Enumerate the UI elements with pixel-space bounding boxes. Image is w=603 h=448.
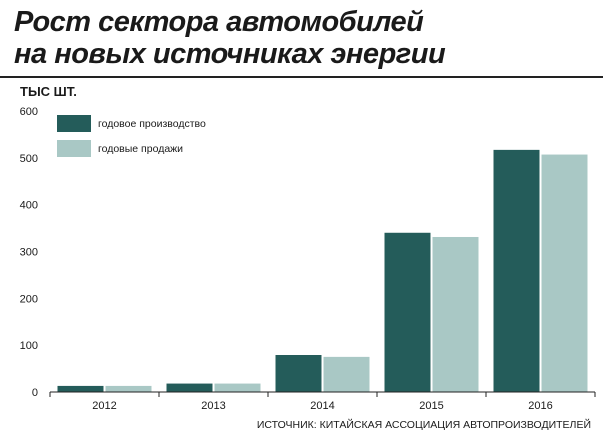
y-tick-label: 0 xyxy=(32,387,38,399)
x-tick-label: 2014 xyxy=(310,400,334,412)
x-tick-label: 2015 xyxy=(419,400,443,412)
source-note: ИСТОЧНИК: КИТАЙСКАЯ АССОЦИАЦИЯ АВТОПРОИЗ… xyxy=(256,419,591,431)
x-tick-label: 2013 xyxy=(201,400,225,412)
bar-production-2014 xyxy=(275,355,322,392)
bar-production-2012 xyxy=(57,385,104,392)
y-tick-label: 500 xyxy=(20,153,38,165)
y-axis: 0 100 200 300 400 500 600 xyxy=(20,106,38,399)
chart-title-line-2: на новых источниках энергии xyxy=(14,38,446,70)
bar-sales-2013 xyxy=(214,383,261,392)
x-tick-label: 2016 xyxy=(528,400,552,412)
legend: годовое производство годовые продажи xyxy=(57,115,206,157)
x-tick-label: 2012 xyxy=(92,400,116,412)
x-axis: 2012 2013 2014 2015 2016 xyxy=(49,392,596,412)
y-tick-label: 300 xyxy=(20,247,38,259)
bar-sales-2012 xyxy=(105,385,152,392)
y-tick-label: 100 xyxy=(20,340,38,352)
legend-label: годовое производство xyxy=(98,118,206,130)
bar-production-2015 xyxy=(384,232,431,392)
chart-title: Рост сектора автомобилей на новых источн… xyxy=(14,6,446,70)
bar-sales-2015 xyxy=(432,236,479,392)
y-tick-label: 400 xyxy=(20,200,38,212)
bars-group xyxy=(57,149,588,392)
bar-sales-2016 xyxy=(541,154,588,392)
bar-sales-2014 xyxy=(323,356,370,392)
y-tick-label: 200 xyxy=(20,293,38,305)
y-axis-unit-label: ТЫС ШТ. xyxy=(20,84,77,99)
legend-label: годовые продажи xyxy=(98,143,183,155)
title-divider xyxy=(0,76,603,78)
y-tick-label: 600 xyxy=(20,106,38,118)
chart-title-line-1: Рост сектора автомобилей xyxy=(14,6,424,38)
bar-production-2016 xyxy=(493,149,540,392)
legend-swatch xyxy=(57,115,91,132)
legend-swatch xyxy=(57,140,91,157)
bar-production-2013 xyxy=(166,383,213,392)
